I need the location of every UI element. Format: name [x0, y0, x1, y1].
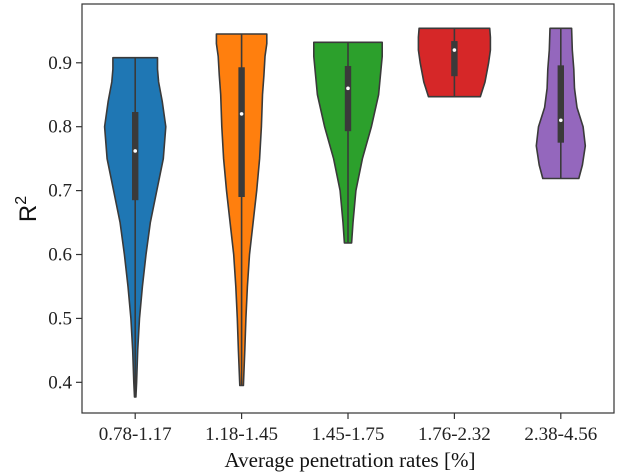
- median-marker: [133, 149, 137, 153]
- iqr-box: [557, 65, 564, 143]
- iqr-box: [344, 65, 352, 132]
- iqr-box: [132, 112, 139, 201]
- median-marker: [239, 112, 244, 116]
- x-tick-label: 0.78-1.17: [99, 424, 172, 445]
- x-tick-label: 1.76-2.32: [418, 424, 491, 445]
- iqr-box: [238, 67, 245, 197]
- median-marker: [559, 118, 563, 123]
- x-tick-label: 1.45-1.75: [312, 424, 385, 445]
- x-tick-label: 2.38-4.56: [524, 424, 597, 445]
- violin-0.78-1.17: [103, 56, 167, 398]
- violin-1.45-1.75: [313, 41, 383, 244]
- x-tick-label: 1.18-1.45: [205, 424, 278, 445]
- y-tick-label: 0.5: [48, 308, 72, 329]
- y-axis-title: R2: [13, 196, 42, 222]
- svg-text:R2: R2: [13, 196, 42, 222]
- iqr-box: [451, 41, 458, 77]
- violins: [103, 27, 587, 398]
- violin-2.38-4.56: [535, 27, 587, 180]
- y-tick-label: 0.6: [48, 245, 72, 266]
- median-marker: [452, 48, 457, 52]
- x-axis: 0.78-1.17 1.18-1.45 1.45-1.75 1.76-2.32 2.38…: [99, 413, 597, 445]
- y-tick-label: 0.7: [48, 181, 72, 202]
- x-axis-title: Average penetration rates [%]: [225, 448, 476, 472]
- y-axis: 0.4 0.5 0.6 0.7 0.8 0.9: [48, 53, 82, 393]
- violin-1.76-2.32: [417, 27, 492, 98]
- y-tick-label: 0.9: [48, 53, 72, 74]
- y-tick-label: 0.4: [48, 372, 72, 393]
- y-tick-label: 0.8: [48, 117, 72, 138]
- y-axis-title-main: R: [15, 205, 42, 222]
- violin-1.18-1.45: [215, 33, 268, 387]
- y-axis-title-superscript: 2: [13, 196, 30, 205]
- median-marker: [346, 86, 350, 91]
